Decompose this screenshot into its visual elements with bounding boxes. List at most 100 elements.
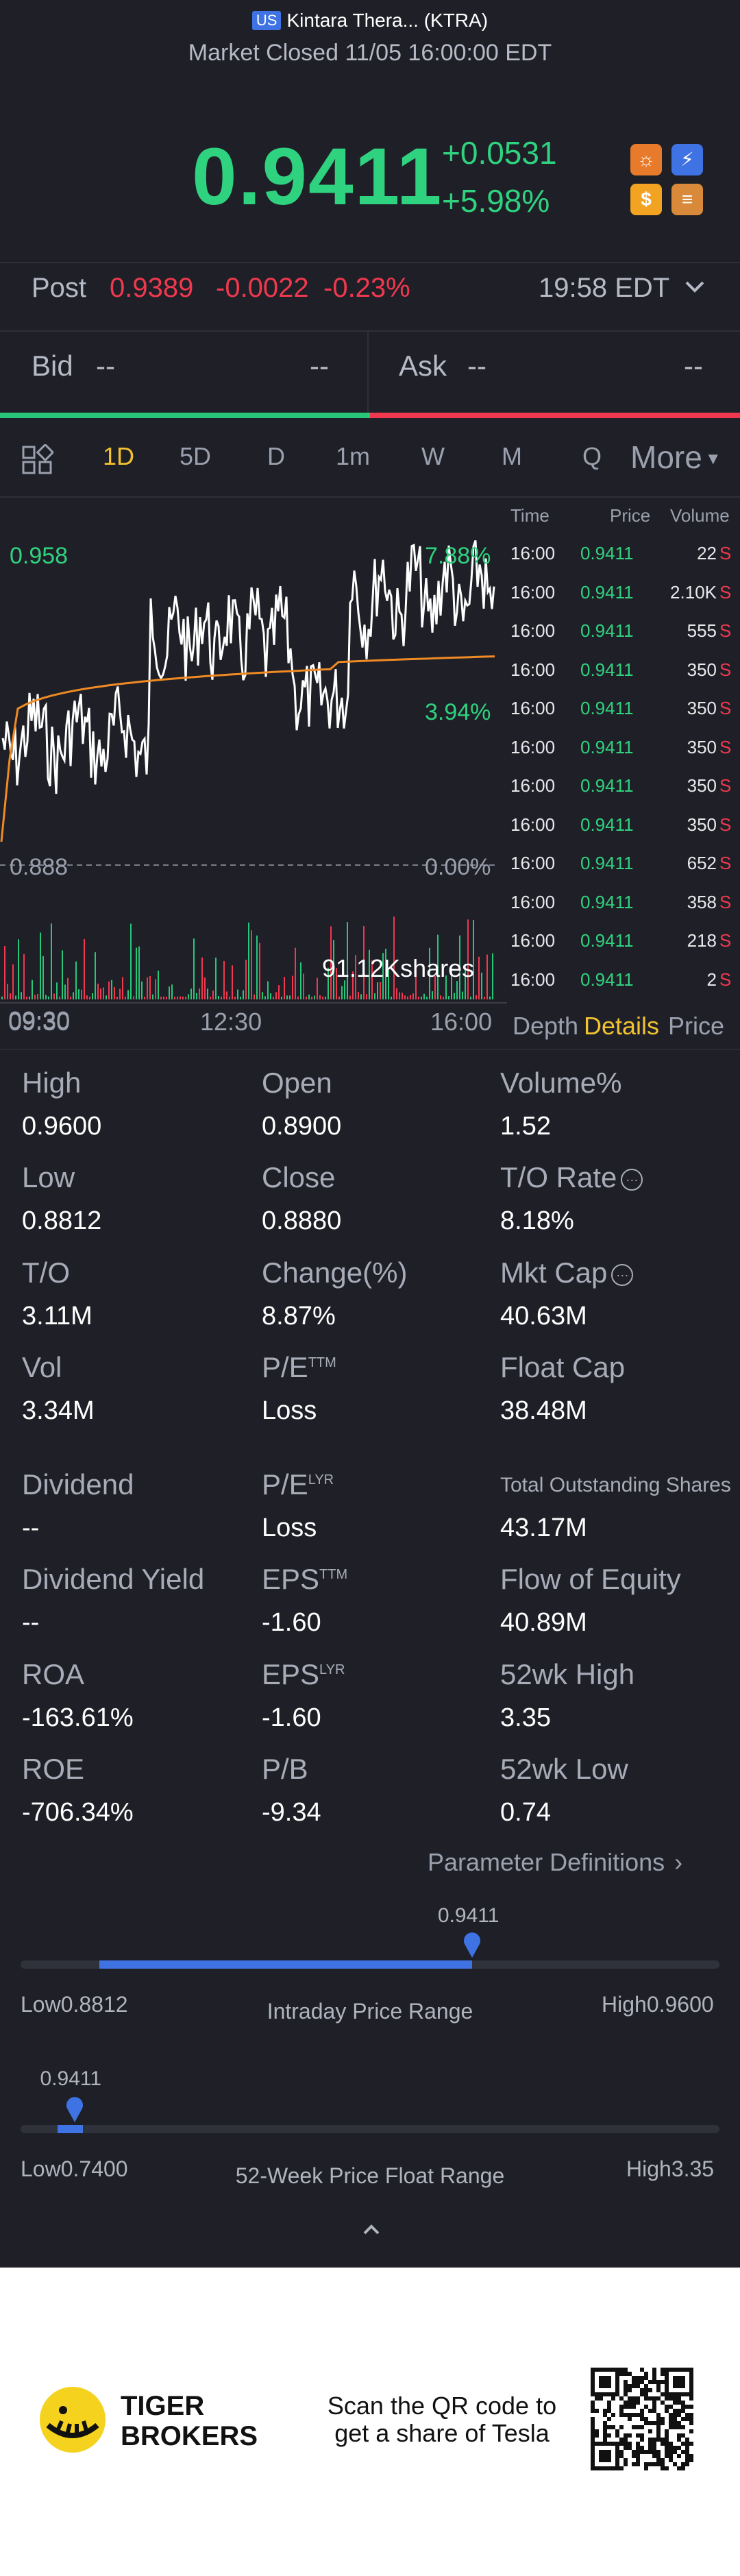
volume-bar bbox=[144, 996, 145, 999]
promo-line-2: get a share of Tesla bbox=[334, 2419, 550, 2447]
chevron-down-icon[interactable] bbox=[682, 277, 707, 301]
info-icon[interactable]: ··· bbox=[621, 1168, 643, 1191]
stat-value: -9.34 bbox=[262, 1798, 321, 1827]
parameter-definitions-link[interactable]: Parameter Definitions › bbox=[428, 1848, 682, 1877]
ask-label: Ask bbox=[399, 350, 447, 382]
lightning-icon[interactable]: ⚡ bbox=[671, 144, 703, 175]
tab-q[interactable]: Q bbox=[582, 442, 602, 470]
stat-label: Volume% bbox=[500, 1067, 621, 1099]
volume-bars bbox=[1, 916, 493, 999]
tab-more[interactable]: More ▼ bbox=[630, 439, 722, 476]
stat-label-text: P/B bbox=[262, 1753, 308, 1785]
tab-w[interactable]: W bbox=[421, 442, 445, 470]
promo-text: Scan the QR code to get a share of Tesla bbox=[312, 2392, 572, 2447]
dollar-icon[interactable]: $ bbox=[630, 184, 662, 215]
tab-d[interactable]: D bbox=[267, 442, 285, 470]
intraday-low: Low0.8812 bbox=[21, 1992, 128, 2017]
tab-1d[interactable]: 1D bbox=[103, 442, 135, 470]
stat-value: -1.60 bbox=[262, 1703, 321, 1732]
week52-current: 0.9411 bbox=[40, 2067, 102, 2090]
volume-bar bbox=[256, 935, 258, 999]
chart-base-price: 0.888 bbox=[10, 854, 69, 880]
volume-bar bbox=[221, 996, 222, 999]
intraday-marker-icon bbox=[462, 1932, 482, 1963]
trade-volume: 555 bbox=[687, 620, 717, 641]
grid-icon[interactable] bbox=[21, 443, 55, 479]
tab-1m[interactable]: 1m bbox=[336, 442, 371, 470]
volume-bar bbox=[314, 995, 315, 999]
stack-icon[interactable]: ≡ bbox=[671, 184, 703, 215]
volume-bar bbox=[210, 996, 211, 999]
tab-5d[interactable]: 5D bbox=[180, 442, 212, 470]
chevron-up-icon[interactable] bbox=[360, 2220, 382, 2241]
trade-price: 0.9411 bbox=[580, 969, 634, 990]
qr-code-icon[interactable] bbox=[591, 2368, 693, 2470]
volume-bar bbox=[281, 997, 282, 999]
volume-bar bbox=[7, 984, 8, 999]
bid-bar bbox=[0, 413, 370, 418]
volume-bar bbox=[423, 993, 425, 999]
intraday-chart[interactable]: 0.958 7.88% 3.94% 0.888 0.00% 91.12Kshar… bbox=[0, 499, 507, 1034]
volume-bar bbox=[67, 977, 69, 999]
average-line bbox=[0, 655, 495, 842]
week52-marker-icon bbox=[64, 2096, 85, 2127]
trade-time: 16:00 bbox=[510, 659, 556, 680]
stat-label: Dividend bbox=[22, 1468, 134, 1501]
volume-bar bbox=[185, 996, 186, 999]
stat-label-superscript: LYR bbox=[319, 1662, 345, 1677]
volume-bar bbox=[319, 995, 321, 999]
volume-bar bbox=[388, 970, 389, 999]
post-change-pct: -0.23% bbox=[323, 273, 410, 303]
volume-bar bbox=[286, 995, 288, 999]
chevron-right-icon: › bbox=[674, 1848, 683, 1876]
brand-line-1: TIGER bbox=[121, 2391, 205, 2421]
volume-bar bbox=[152, 994, 153, 999]
volume-bar bbox=[295, 947, 296, 999]
week52-fill bbox=[58, 2125, 83, 2133]
stat-label: T/O bbox=[22, 1256, 70, 1289]
stat-label[interactable]: Mkt Cap ··· bbox=[500, 1256, 634, 1289]
volume-bar bbox=[410, 995, 411, 999]
volume-bar bbox=[1, 996, 3, 999]
trade-side: S bbox=[719, 853, 732, 873]
volume-bar bbox=[237, 989, 238, 999]
volume-bar bbox=[119, 988, 121, 999]
trades-header-price: Price bbox=[610, 505, 651, 526]
price-line bbox=[1, 540, 495, 794]
volume-bar bbox=[415, 970, 417, 999]
stock-name: Kintara Thera... (KTRA) bbox=[286, 10, 489, 31]
tab-price[interactable]: Price bbox=[668, 1012, 725, 1040]
volume-bar bbox=[196, 993, 197, 999]
volume-bar bbox=[486, 954, 488, 999]
stat-label-text: T/O bbox=[22, 1256, 70, 1289]
trade-price: 0.9411 bbox=[580, 659, 634, 680]
volume-bar bbox=[56, 982, 58, 999]
info-icon[interactable]: ··· bbox=[611, 1263, 634, 1286]
tab-m[interactable]: M bbox=[502, 442, 522, 470]
volume-bar bbox=[336, 968, 337, 999]
tab-details[interactable]: Details bbox=[584, 1012, 660, 1040]
volume-bar bbox=[229, 997, 230, 999]
volume-bar bbox=[190, 988, 192, 999]
volume-bar bbox=[451, 967, 452, 999]
stat-value: 8.18% bbox=[500, 1206, 574, 1235]
stat-value: 8.87% bbox=[262, 1302, 336, 1330]
brain-icon[interactable]: ☼ bbox=[630, 144, 662, 175]
week52-high-value: 3.35 bbox=[671, 2156, 715, 2181]
tab-depth[interactable]: Depth bbox=[513, 1012, 579, 1040]
ask-size: -- bbox=[684, 350, 703, 382]
volume-bar bbox=[355, 955, 356, 999]
volume-bar bbox=[328, 967, 329, 999]
brand-line-2: BROKERS bbox=[121, 2421, 258, 2451]
volume-bar bbox=[141, 981, 143, 999]
volume-bar bbox=[34, 995, 36, 999]
volume-bar bbox=[254, 994, 255, 999]
volume-bar bbox=[481, 972, 482, 999]
volume-bar bbox=[171, 984, 173, 999]
volume-bar bbox=[12, 964, 14, 999]
stat-value: Loss bbox=[262, 1514, 317, 1542]
volume-bar bbox=[380, 982, 381, 999]
stat-label: Total Outstanding Shares bbox=[500, 1474, 731, 1497]
trade-time: 16:00 bbox=[510, 581, 556, 603]
stat-label[interactable]: T/O Rate ··· bbox=[500, 1161, 643, 1194]
